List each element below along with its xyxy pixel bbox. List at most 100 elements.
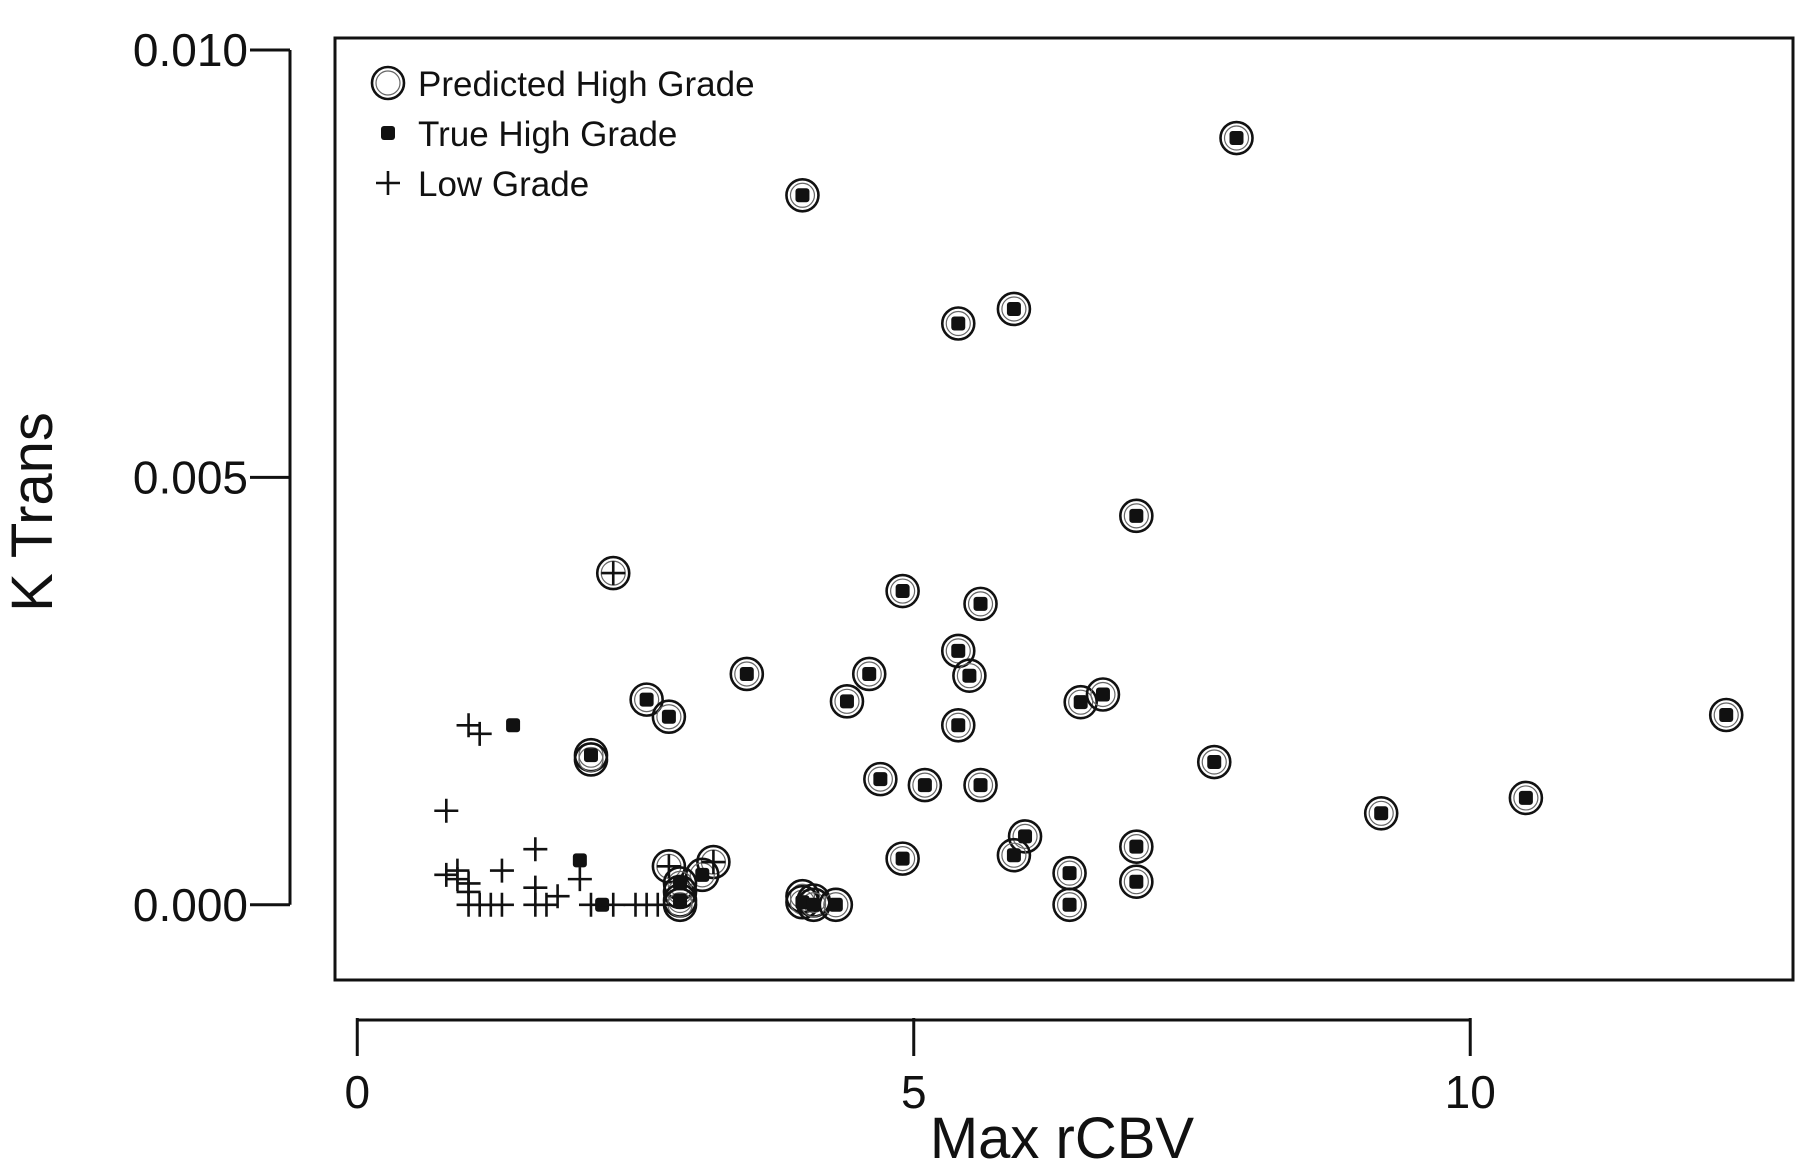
data-point-predicted-high-grade: [1708, 697, 1744, 733]
data-point-low-grade: [701, 850, 726, 875]
legend-entry: Low Grade: [376, 165, 589, 204]
data-point-true-high-grade: [839, 694, 854, 709]
data-point-predicted-high-grade: [729, 656, 765, 692]
x-tick-label: 10: [1445, 1066, 1496, 1118]
data-point-low-grade: [545, 884, 570, 909]
legend-label: Low Grade: [418, 165, 589, 204]
data-point-true-high-grade: [1229, 131, 1244, 146]
data-point-predicted-high-grade: [996, 291, 1032, 327]
data-point-true-high-grade: [973, 596, 988, 611]
data-point-predicted-high-grade: [629, 682, 664, 717]
data-point-true-high-grade: [1073, 695, 1088, 710]
points-layer: [434, 120, 1744, 923]
data-point-low-grade: [445, 867, 470, 892]
data-point-predicted-high-grade: [651, 699, 687, 735]
data-point-true-high-grade: [1129, 874, 1144, 889]
data-point-true-high-grade: [1374, 806, 1389, 821]
data-point-low-grade: [434, 798, 459, 823]
data-point-true-high-grade: [1018, 829, 1033, 844]
plus-icon: [376, 171, 400, 195]
x-tick-label: 0: [344, 1066, 370, 1118]
data-point-predicted-high-grade: [940, 306, 976, 341]
data-point-true-high-grade: [895, 851, 910, 866]
data-point-predicted-high-grade: [863, 761, 898, 797]
data-point-predicted-high-grade: [1052, 887, 1087, 923]
data-point-true-high-grade: [895, 584, 910, 599]
data-point-true-high-grade: [806, 897, 821, 912]
data-point-low-grade: [656, 854, 681, 879]
data-point-true-high-grade: [572, 853, 587, 868]
data-point-true-high-grade: [951, 316, 966, 331]
data-point-predicted-high-grade: [785, 177, 820, 213]
data-point-true-high-grade: [1006, 301, 1021, 316]
legend-entry: True High Grade: [381, 115, 677, 154]
legend-label: Predicted High Grade: [418, 65, 755, 104]
data-point-true-high-grade: [951, 718, 966, 733]
data-point-true-high-grade: [1207, 755, 1222, 770]
data-point-true-high-grade: [639, 692, 654, 707]
data-point-predicted-high-grade: [1119, 498, 1154, 534]
data-point-true-high-grade: [973, 778, 988, 793]
data-point-predicted-high-grade: [907, 767, 943, 803]
data-point-low-grade: [489, 858, 514, 883]
data-point-true-high-grade: [1062, 897, 1077, 912]
data-point-predicted-high-grade: [1508, 780, 1544, 816]
data-point-predicted-high-grade: [885, 841, 920, 876]
data-point-predicted-high-grade: [1063, 684, 1098, 720]
y-tick-label: 0.005: [133, 451, 248, 503]
data-point-low-grade: [523, 875, 548, 900]
x-tick-label: 5: [901, 1066, 927, 1118]
data-point-predicted-high-grade: [1196, 744, 1232, 780]
data-point-true-high-grade: [828, 897, 843, 912]
data-point-true-high-grade: [1095, 687, 1110, 702]
data-point-true-high-grade: [1006, 848, 1021, 863]
data-point-true-high-grade: [673, 876, 688, 891]
data-point-true-high-grade: [795, 895, 810, 910]
legend-entry: Predicted High Grade: [370, 65, 755, 104]
legend: Predicted High Grade True High Grade Low G…: [370, 65, 755, 204]
data-point-predicted-high-grade: [940, 707, 976, 743]
data-point-low-grade: [601, 892, 626, 917]
data-point-true-high-grade: [1129, 839, 1144, 854]
data-point-true-high-grade: [862, 666, 877, 681]
y-tick-label: 0.000: [133, 879, 248, 931]
data-point-true-high-grade: [739, 666, 754, 681]
data-point-predicted-high-grade: [829, 684, 865, 719]
y-tick-label: 0.010: [133, 24, 248, 76]
data-point-low-grade: [467, 721, 492, 746]
data-point-true-high-grade: [673, 893, 688, 908]
data-point-predicted-high-grade: [963, 586, 998, 622]
data-point-low-grade: [489, 892, 514, 917]
data-point-predicted-high-grade: [885, 573, 920, 609]
open-circle-icon: [370, 65, 406, 101]
data-point-low-grade: [578, 892, 603, 917]
data-point-true-high-grade: [506, 718, 521, 733]
data-point-predicted-high-grade: [1363, 796, 1399, 831]
data-point-low-grade: [645, 892, 670, 917]
x-axis-title: Max rCBV: [930, 1106, 1195, 1171]
data-point-predicted-high-grade: [1119, 829, 1154, 864]
y-axis-title: K Trans: [0, 412, 65, 612]
data-point-true-high-grade: [695, 867, 710, 882]
data-point-low-grade: [601, 561, 626, 586]
data-point-predicted-high-grade: [851, 656, 887, 692]
data-point-low-grade: [434, 862, 459, 887]
data-point-true-high-grade: [962, 668, 977, 683]
data-point-predicted-high-grade: [1085, 677, 1121, 712]
plot-frame: [333, 36, 1795, 982]
data-point-predicted-high-grade: [996, 837, 1032, 873]
data-point-predicted-high-grade: [963, 767, 998, 803]
data-point-predicted-high-grade: [1219, 120, 1254, 156]
data-point-true-high-grade: [583, 748, 598, 763]
data-point-true-high-grade: [1062, 866, 1077, 881]
data-point-true-high-grade: [951, 643, 966, 658]
filled-square-icon: [381, 126, 395, 140]
data-point-true-high-grade: [1719, 708, 1734, 723]
data-point-true-high-grade: [1129, 508, 1144, 523]
data-point-predicted-high-grade: [952, 658, 987, 693]
data-point-predicted-high-grade: [573, 742, 609, 777]
data-point-low-grade: [567, 867, 592, 892]
axes-layer: 0.000 0.005 0.010 0 5 10: [133, 24, 1496, 1118]
data-point-true-high-grade: [1518, 790, 1533, 805]
data-point-true-high-grade: [661, 709, 676, 724]
